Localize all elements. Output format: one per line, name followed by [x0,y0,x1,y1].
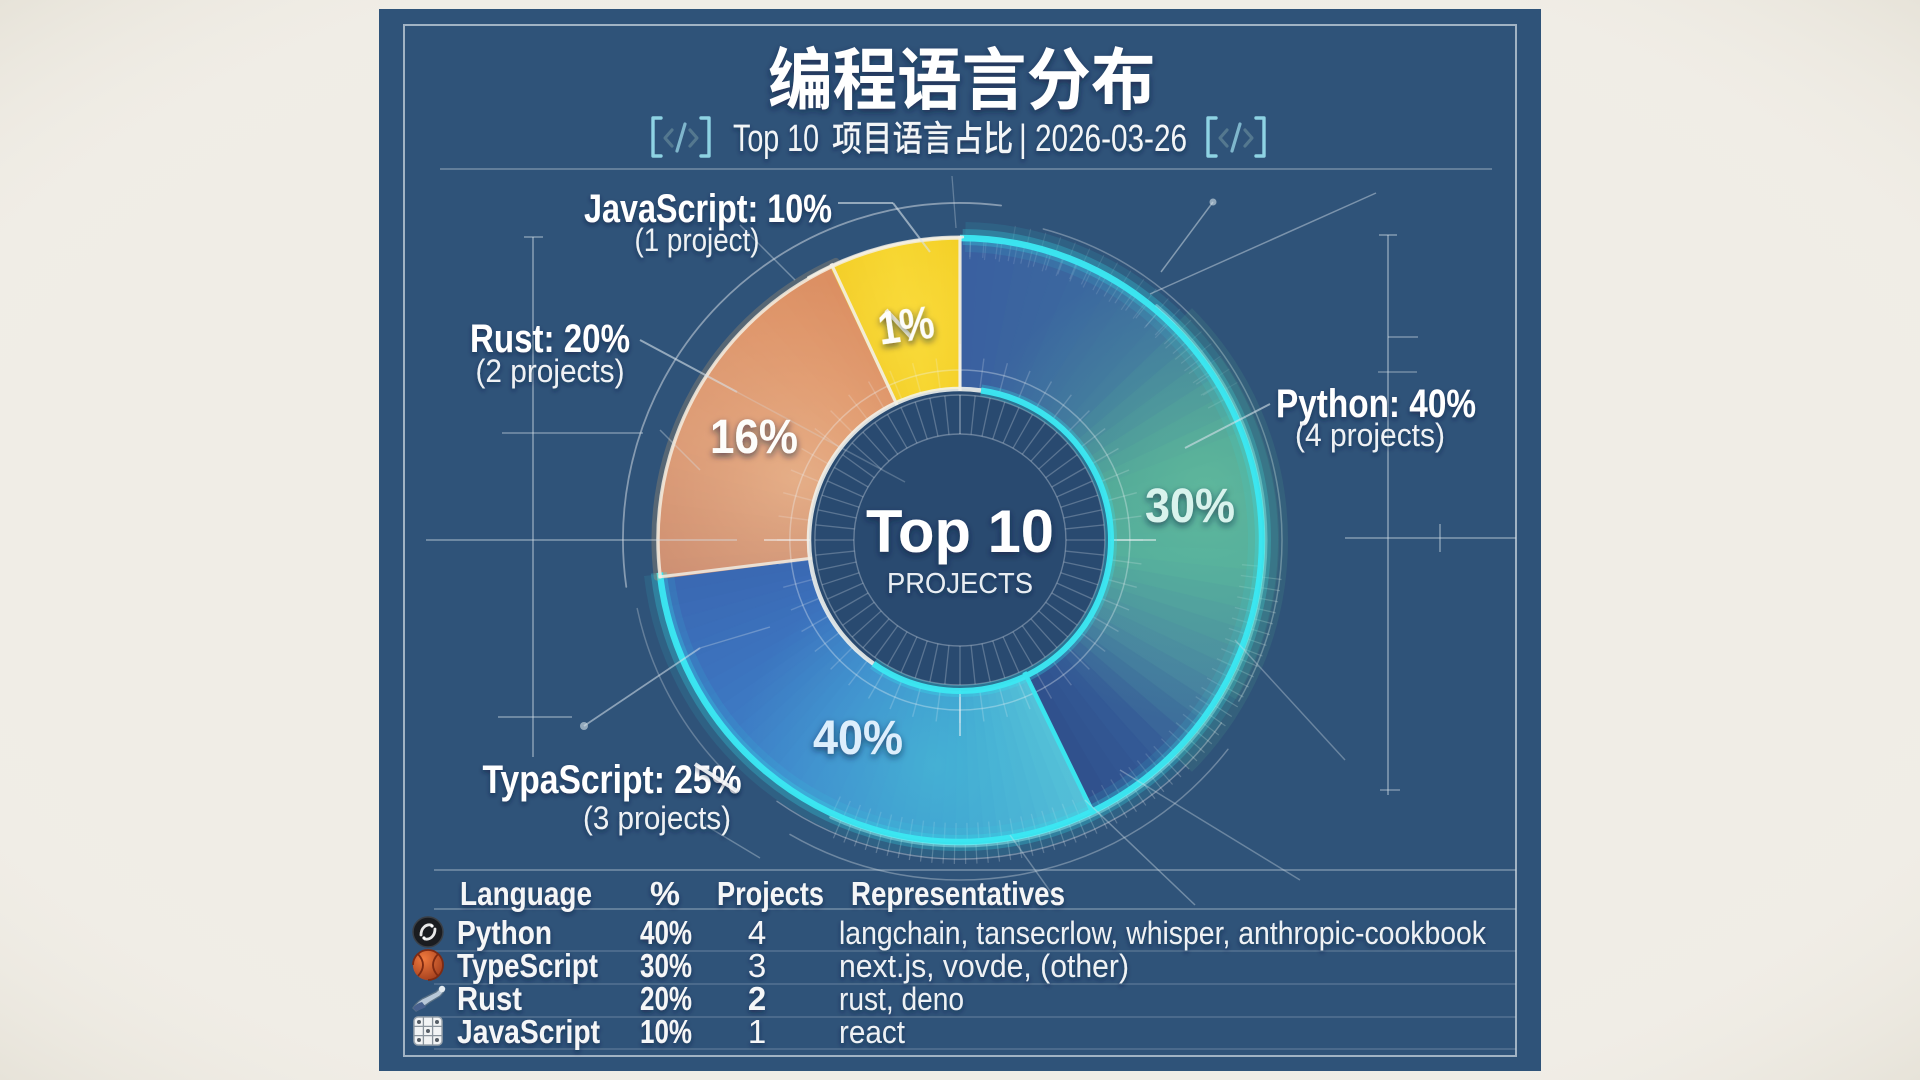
svg-text:30%: 30% [640,947,692,984]
svg-text:PROJECTS: PROJECTS [887,568,1033,600]
svg-text:30%: 30% [1145,480,1235,533]
svg-text:1%: 1% [875,295,938,354]
svg-text:react: react [839,1014,905,1050]
svg-text:Projects: Projects [717,875,824,912]
svg-text:16%: 16% [710,411,798,464]
svg-text:JavaScript: JavaScript [457,1013,600,1050]
svg-text:langchain, tansecrlow, whisper: langchain, tansecrlow, whisper, anthropi… [839,915,1487,951]
svg-text:next.js, vovde, (other): next.js, vovde, (other) [839,948,1129,984]
svg-text:JavaScript: 10%: JavaScript: 10% [584,187,832,231]
svg-text:Top 10: Top 10 [733,118,819,160]
svg-text:Rust: 20%: Rust: 20% [470,317,630,361]
svg-text:(3 projects): (3 projects) [583,800,731,836]
svg-text:(1 project): (1 project) [635,222,760,258]
svg-text:1: 1 [748,1013,766,1050]
svg-text:| 2026-03-26: | 2026-03-26 [1019,118,1187,160]
svg-text:%: % [650,875,680,912]
svg-text:Python: Python [457,914,552,951]
svg-text:(4 projects): (4 projects) [1295,417,1445,453]
svg-text:Top 10: Top 10 [866,498,1054,565]
svg-text:10%: 10% [640,1013,692,1050]
svg-text:TypeScript: TypeScript [457,947,598,984]
svg-text:40%: 40% [640,914,692,951]
svg-text:Rust: Rust [457,980,522,1017]
svg-text:40%: 40% [813,712,903,765]
svg-text:Language: Language [460,875,592,912]
svg-text:TypaScript: 25%: TypaScript: 25% [483,758,742,802]
svg-text:rust, deno: rust, deno [839,981,964,1017]
svg-text:Representatives: Representatives [851,875,1065,912]
svg-text:3: 3 [748,947,766,984]
svg-text:Python: 40%: Python: 40% [1276,382,1476,426]
svg-text:2: 2 [748,980,766,1017]
svg-text:(2 projects): (2 projects) [476,353,625,389]
svg-text:4: 4 [748,914,766,951]
svg-text:20%: 20% [640,980,692,1017]
